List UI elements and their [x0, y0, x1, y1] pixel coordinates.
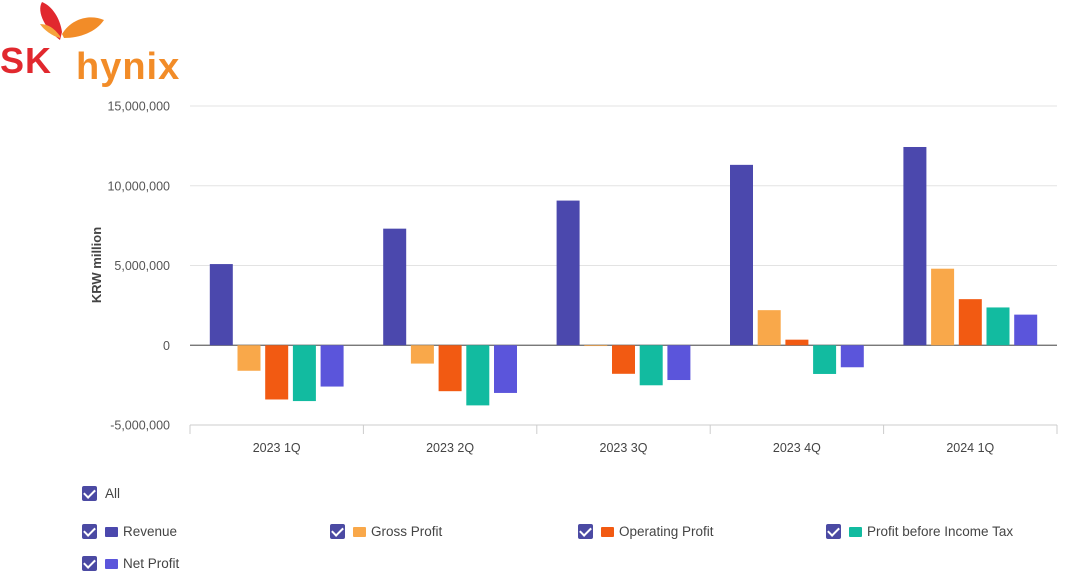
legend-swatch-net-profit	[105, 558, 118, 569]
bar-operating-profit[interactable]	[438, 345, 462, 392]
bar-revenue[interactable]	[383, 228, 407, 346]
y-tick-label: -5,000,000	[110, 419, 170, 433]
y-tick-label: 5,000,000	[114, 259, 170, 273]
bar-gross-profit[interactable]	[584, 345, 608, 347]
x-tick-label: 2023 2Q	[426, 441, 474, 455]
bar-gross-profit[interactable]	[931, 268, 955, 346]
checkbox-checked-icon[interactable]	[82, 556, 97, 571]
bar-net-profit[interactable]	[494, 345, 517, 393]
legend-all-label: All	[105, 486, 121, 501]
x-axis: 2023 1Q 2023 2Q 2023 3Q 2023 4Q 2024 1Q	[189, 424, 1058, 455]
bar-revenue[interactable]	[209, 264, 233, 346]
bar-gross-profit[interactable]	[237, 345, 261, 371]
logo-hynix-text: hynix	[76, 46, 181, 88]
sk-hynix-logo: SK hynix	[0, 0, 180, 92]
x-tick-label: 2024 1Q	[946, 441, 994, 455]
x-tick-label: 2023 1Q	[253, 441, 301, 455]
checkbox-checked-icon[interactable]	[330, 524, 345, 539]
bar-chart: -5,000,000 0 5,000,000 10,000,000 15,000,000…	[89, 100, 1058, 455]
bar-operating-profit[interactable]	[265, 345, 289, 400]
legend-swatch-gross-profit	[353, 526, 366, 537]
y-tick-label: 15,000,000	[107, 100, 170, 114]
bar-profit-before-income-tax[interactable]	[813, 345, 837, 374]
bar-gross-profit[interactable]	[757, 310, 781, 346]
legend-all-toggle[interactable]: All	[82, 486, 120, 501]
legend-item-profit-before-income-tax[interactable]: Profit before Income Tax	[826, 524, 1013, 539]
bar-profit-before-income-tax[interactable]	[639, 345, 663, 386]
x-tick-label: 2023 3Q	[600, 441, 648, 455]
logo-sk-text: SK	[0, 40, 53, 81]
y-axis-label: KRW million	[89, 227, 104, 303]
bar-operating-profit[interactable]	[612, 345, 635, 374]
legend-item-operating-profit[interactable]: Operating Profit	[578, 524, 714, 539]
legend-label-operating-profit: Operating Profit	[619, 524, 714, 539]
y-tick-label: 0	[163, 339, 170, 353]
legend-item-gross-profit[interactable]: Gross Profit	[330, 524, 442, 539]
bars	[209, 146, 1038, 406]
checkbox-checked-icon[interactable]	[82, 486, 97, 501]
checkbox-checked-icon[interactable]	[826, 524, 841, 539]
gridlines	[190, 105, 1057, 426]
bar-revenue[interactable]	[556, 200, 580, 346]
y-axis: -5,000,000 0 5,000,000 10,000,000 15,000,000	[107, 100, 170, 433]
bar-profit-before-income-tax[interactable]	[986, 307, 1010, 346]
legend-item-net-profit[interactable]: Net Profit	[82, 556, 179, 571]
legend-label-profit-before-income-tax: Profit before Income Tax	[867, 524, 1014, 539]
butterfly-logo-icon	[40, 2, 104, 40]
bar-operating-profit[interactable]	[958, 299, 982, 346]
y-tick-label: 10,000,000	[107, 179, 170, 193]
checkbox-checked-icon[interactable]	[578, 524, 593, 539]
checkbox-checked-icon[interactable]	[82, 524, 97, 539]
bar-net-profit[interactable]	[1014, 314, 1038, 346]
bar-profit-before-income-tax[interactable]	[292, 345, 316, 402]
bar-revenue[interactable]	[730, 164, 753, 346]
legend-swatch-revenue	[105, 526, 118, 537]
bar-net-profit[interactable]	[667, 345, 691, 381]
bar-net-profit[interactable]	[840, 345, 864, 368]
legend-label-gross-profit: Gross Profit	[371, 524, 443, 539]
legend-item-revenue[interactable]: Revenue	[82, 524, 177, 539]
bar-revenue[interactable]	[903, 146, 927, 346]
x-tick-label: 2023 4Q	[773, 441, 821, 455]
legend-swatch-operating-profit	[601, 526, 614, 537]
bar-net-profit[interactable]	[320, 345, 344, 387]
bar-gross-profit[interactable]	[410, 345, 434, 364]
bar-operating-profit[interactable]	[785, 339, 809, 346]
legend-swatch-profit-before-income-tax	[849, 526, 862, 537]
legend-label-net-profit: Net Profit	[123, 556, 180, 571]
legend-label-revenue: Revenue	[123, 524, 178, 539]
bar-profit-before-income-tax[interactable]	[466, 345, 490, 406]
